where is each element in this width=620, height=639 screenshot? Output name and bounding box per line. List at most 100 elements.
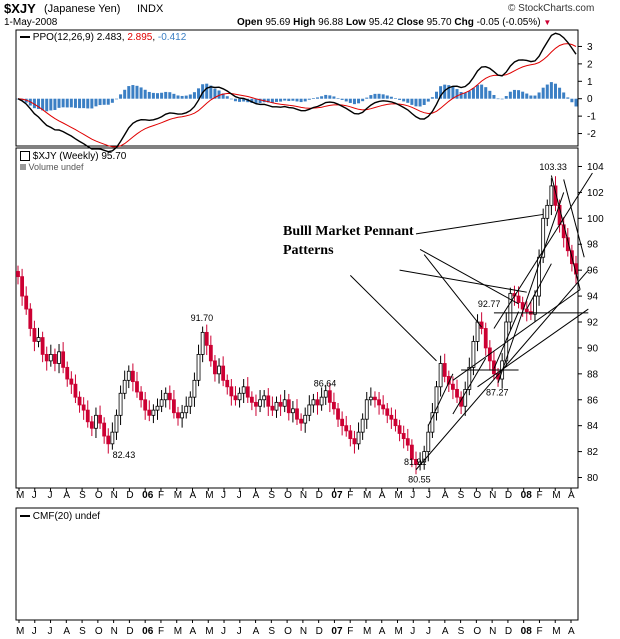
- candle-body: [282, 399, 287, 407]
- candle-body: [397, 425, 402, 434]
- x-axis-label: J: [237, 490, 242, 501]
- ppo-histogram-bar: [504, 96, 508, 99]
- ppo-histogram-bar: [279, 98, 283, 102]
- candle-body: [323, 390, 328, 398]
- candle-body: [188, 396, 193, 407]
- candle-body: [20, 276, 25, 297]
- price-y-tick-label: 88: [587, 369, 599, 380]
- x-axis-label: F: [536, 490, 542, 501]
- ppo-y-tick-label: 3: [587, 42, 593, 53]
- stockcharts-credit: © StockCharts.com: [508, 3, 595, 14]
- candle-body: [405, 438, 410, 446]
- x-axis-label: A: [253, 490, 260, 501]
- ppo-histogram-bar: [369, 95, 373, 99]
- x-axis-label: M: [395, 626, 403, 637]
- candle-body: [118, 392, 123, 416]
- ppo-histogram-bar: [168, 92, 172, 99]
- x-axis-label: F: [158, 626, 164, 637]
- candle-body: [155, 405, 160, 411]
- candle-body: [442, 363, 447, 377]
- candle-body: [98, 414, 102, 424]
- x-axis-label: A: [379, 626, 386, 637]
- chart-exchange: INDX: [137, 3, 164, 15]
- price-legend-text: $XJY (Weekly) 95.70: [32, 151, 127, 162]
- x-axis-label: N: [300, 626, 307, 637]
- x-axis-label: 08: [521, 490, 533, 501]
- candle-body: [69, 378, 74, 385]
- candle-body: [336, 408, 340, 420]
- ppo-histogram-bar: [344, 98, 348, 102]
- ppo-histogram-bar: [131, 85, 135, 99]
- ppo-histogram-bar: [225, 96, 229, 99]
- ppo-histogram-bar: [188, 94, 192, 99]
- ppo-histogram-bar: [229, 98, 233, 100]
- ppo-histogram-bar: [570, 98, 574, 103]
- trendline: [452, 358, 487, 415]
- x-axis-label: F: [347, 490, 353, 501]
- candle-body: [368, 396, 373, 401]
- candle-body: [286, 399, 291, 414]
- x-axis-label: N: [489, 490, 496, 501]
- ppo-histogram-bar: [336, 98, 340, 99]
- x-axis-label: F: [158, 490, 164, 501]
- ppo-histogram-bar: [135, 85, 139, 99]
- ppo-histogram-bar: [537, 92, 541, 99]
- ppo-histogram-bar: [45, 98, 49, 112]
- price-candles: 82.43 91.70 81.91 86.64 80.55 92.77 87.27 103.3…: [16, 162, 578, 484]
- candle-body: [106, 435, 111, 445]
- ppo-histogram-bar: [385, 95, 389, 99]
- ppo-signal-line: [17, 43, 577, 148]
- quote-summary: Open 95.69 High 96.88 Low 95.42 Close 95…: [237, 17, 551, 28]
- candle-body: [126, 370, 131, 381]
- x-axis-label: D: [316, 626, 323, 637]
- x-axis-label: S: [268, 490, 275, 501]
- ppo-histogram-bar: [517, 90, 521, 99]
- candle-body: [430, 412, 435, 433]
- volume-legend-swatch: [20, 164, 26, 170]
- ppo-histogram-bar: [311, 98, 315, 99]
- candle-body: [315, 399, 320, 406]
- price-label: 92.77: [478, 299, 501, 309]
- ppo-histogram-bar: [139, 87, 143, 99]
- ppo-histogram-bar: [352, 98, 356, 105]
- ppo-histogram-bar: [525, 93, 529, 99]
- x-axis-label: O: [95, 626, 103, 637]
- ppo-histogram-bar: [266, 98, 270, 103]
- candle-body: [303, 414, 308, 424]
- candle-body: [332, 401, 336, 410]
- candle-body: [225, 379, 230, 388]
- ppo-y-tick-label: 1: [587, 77, 593, 88]
- annotation-pointer: [399, 269, 527, 293]
- ppo-histogram-bar: [86, 98, 90, 109]
- candle-body: [89, 421, 94, 429]
- x-axis-label: A: [442, 626, 449, 637]
- candle-body: [237, 392, 242, 401]
- cmf-panel-frame: [15, 507, 579, 621]
- ppo-histogram-bar: [500, 98, 504, 100]
- ppo-histogram-bar: [164, 91, 168, 99]
- open-label: Open: [237, 17, 263, 28]
- ppo-histogram-bar: [439, 86, 443, 99]
- x-axis-label: N: [111, 626, 118, 637]
- candle-body: [377, 399, 381, 406]
- close-value: 95.70: [426, 17, 452, 28]
- candle-body: [471, 341, 476, 368]
- ppo-histogram-bar: [106, 98, 110, 105]
- ppo-indicator: [16, 32, 578, 153]
- x-axis-label: O: [473, 626, 481, 637]
- candle-body: [221, 365, 226, 381]
- candle-body: [163, 392, 168, 401]
- ppo-histogram-bar: [430, 97, 434, 99]
- price-y-tick-label: 100: [587, 214, 604, 225]
- ppo-histogram-bar: [49, 98, 53, 111]
- price-y-tick-label: 82: [587, 447, 599, 458]
- ppo-histogram-bar: [156, 93, 159, 99]
- chart-date: 1-May-2008: [4, 17, 58, 28]
- trendline: [493, 311, 520, 369]
- candle-body: [414, 458, 418, 465]
- x-axis-label: M: [552, 626, 560, 637]
- ppo-histogram-bar: [221, 93, 225, 99]
- ppo-histogram-bar: [37, 98, 41, 109]
